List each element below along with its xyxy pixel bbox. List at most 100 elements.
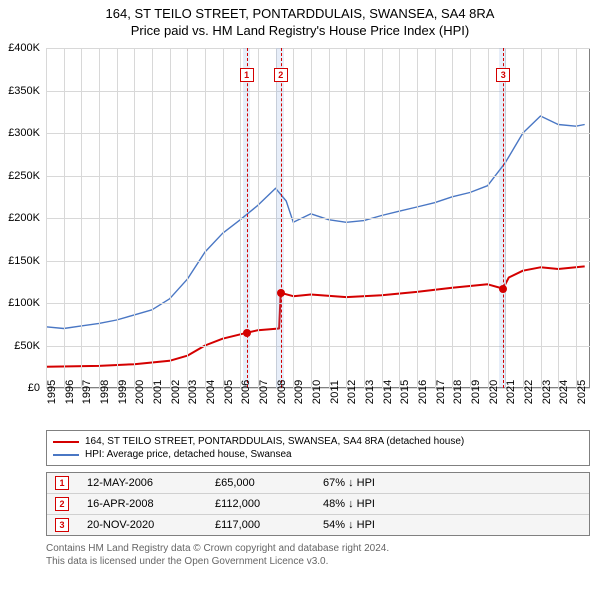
grid-line-v [399, 48, 400, 388]
legend-item-price-paid: 164, ST TEILO STREET, PONTARDDULAIS, SWA… [53, 435, 583, 448]
x-tick-label: 2006 [240, 380, 252, 404]
event-vline [281, 48, 282, 388]
event-vline [247, 48, 248, 388]
legend-swatch [53, 454, 79, 456]
grid-line-v [382, 48, 383, 388]
y-tick-label: £200K [8, 212, 46, 224]
grid-line-v [311, 48, 312, 388]
y-tick-label: £100K [8, 297, 46, 309]
chart-container: 164, ST TEILO STREET, PONTARDDULAIS, SWA… [0, 0, 600, 576]
event-vline [503, 48, 504, 388]
grid-line-v [223, 48, 224, 388]
series-dot [243, 329, 251, 337]
chart-titles: 164, ST TEILO STREET, PONTARDDULAIS, SWA… [0, 0, 600, 38]
footer-line: Contains HM Land Registry data © Crown c… [46, 542, 590, 555]
y-tick-label: £300K [8, 127, 46, 139]
x-tick-label: 2008 [276, 380, 288, 404]
events-table: 1 12-MAY-2006 £65,000 67% ↓ HPI 2 16-APR… [46, 472, 590, 536]
event-date: 20-NOV-2020 [87, 519, 197, 531]
event-row: 2 16-APR-2008 £112,000 48% ↓ HPI [47, 493, 589, 514]
grid-line-v [541, 48, 542, 388]
grid-line-h [46, 91, 590, 92]
x-tick-label: 2009 [293, 380, 305, 404]
grid-line-v [523, 48, 524, 388]
grid-line-v [187, 48, 188, 388]
x-tick-label: 2024 [558, 380, 570, 404]
event-marker-box: 2 [55, 497, 69, 511]
event-date: 16-APR-2008 [87, 498, 197, 510]
y-tick-label: £350K [8, 85, 46, 97]
legend-item-hpi: HPI: Average price, detached house, Swan… [53, 448, 583, 461]
x-tick-label: 2018 [452, 380, 464, 404]
x-tick-label: 1997 [81, 380, 93, 404]
x-tick-label: 1999 [117, 380, 129, 404]
x-tick-label: 2020 [488, 380, 500, 404]
x-tick-label: 2012 [346, 380, 358, 404]
y-tick-label: £250K [8, 170, 46, 182]
legend-swatch [53, 441, 79, 443]
y-tick-label: £150K [8, 255, 46, 267]
legend-label: 164, ST TEILO STREET, PONTARDDULAIS, SWA… [85, 436, 464, 447]
x-tick-label: 2002 [170, 380, 182, 404]
event-price: £112,000 [215, 498, 305, 510]
x-tick-label: 2011 [329, 380, 341, 404]
footer: Contains HM Land Registry data © Crown c… [46, 542, 590, 576]
x-tick-label: 2013 [364, 380, 376, 404]
x-tick-label: 2022 [523, 380, 535, 404]
y-tick-label: £0 [28, 382, 46, 394]
event-marker-box: 1 [55, 476, 69, 490]
event-date: 12-MAY-2006 [87, 477, 197, 489]
grid-line-h [46, 133, 590, 134]
grid-line-h [46, 303, 590, 304]
grid-line-h [46, 176, 590, 177]
x-tick-label: 2004 [205, 380, 217, 404]
event-delta: 67% ↓ HPI [323, 477, 375, 489]
grid-line-v [558, 48, 559, 388]
event-marker-box: 3 [55, 518, 69, 532]
x-tick-label: 2010 [311, 380, 323, 404]
x-tick-label: 2019 [470, 380, 482, 404]
x-tick-label: 2023 [541, 380, 553, 404]
grid-line-v [46, 48, 47, 388]
x-tick-label: 2000 [134, 380, 146, 404]
x-tick-label: 2016 [417, 380, 429, 404]
x-tick-label: 2017 [435, 380, 447, 404]
x-tick-label: 2014 [382, 380, 394, 404]
grid-line-v [346, 48, 347, 388]
grid-line-v [417, 48, 418, 388]
event-delta: 48% ↓ HPI [323, 498, 375, 510]
grid-line-v [64, 48, 65, 388]
grid-line-h [46, 346, 590, 347]
event-marker-box: 3 [496, 68, 510, 82]
grid-line-v [258, 48, 259, 388]
x-tick-label: 2003 [187, 380, 199, 404]
event-marker-box: 2 [274, 68, 288, 82]
grid-line-v [488, 48, 489, 388]
x-tick-label: 1995 [46, 380, 58, 404]
chart-title: 164, ST TEILO STREET, PONTARDDULAIS, SWA… [0, 6, 600, 21]
grid-line-v [81, 48, 82, 388]
legend: 164, ST TEILO STREET, PONTARDDULAIS, SWA… [46, 430, 590, 466]
event-row: 3 20-NOV-2020 £117,000 54% ↓ HPI [47, 514, 589, 535]
event-price: £65,000 [215, 477, 305, 489]
x-tick-label: 2015 [399, 380, 411, 404]
y-tick-label: £400K [8, 42, 46, 54]
grid-line-v [435, 48, 436, 388]
x-tick-label: 2005 [223, 380, 235, 404]
grid-line-v [576, 48, 577, 388]
series-dot [277, 289, 285, 297]
grid-line-v [470, 48, 471, 388]
x-axis-ticks: 1995199619971998199920002001200220032004… [46, 388, 590, 424]
event-marker-box: 1 [240, 68, 254, 82]
grid-line-v [99, 48, 100, 388]
grid-line-v [205, 48, 206, 388]
event-row: 1 12-MAY-2006 £65,000 67% ↓ HPI [47, 473, 589, 493]
x-tick-label: 2007 [258, 380, 270, 404]
grid-line-h [46, 48, 590, 49]
grid-line-v [329, 48, 330, 388]
grid-line-v [117, 48, 118, 388]
grid-line-h [46, 218, 590, 219]
event-delta: 54% ↓ HPI [323, 519, 375, 531]
grid-line-v [293, 48, 294, 388]
grid-line-v [240, 48, 241, 388]
